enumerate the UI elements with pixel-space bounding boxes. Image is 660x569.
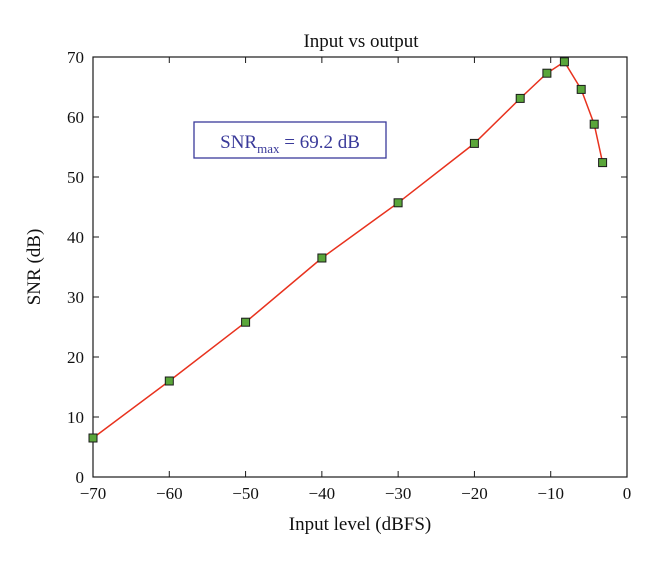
axis-ticks	[92, 56, 628, 478]
x-axis-label: Input level (dBFS)	[289, 514, 432, 535]
data-point	[164, 376, 174, 386]
data-point	[241, 317, 251, 327]
plot-frame	[92, 56, 628, 478]
data-point	[393, 198, 403, 208]
x-tick-label: −20	[461, 484, 488, 503]
x-tick-label: −50	[232, 484, 259, 503]
annotation-subscript: max	[257, 141, 280, 156]
axis-tick-labels: −70 −60 −50 −40 −30 −20 −10 0 0 10 20 30 40 50 60 70	[67, 48, 631, 503]
y-tick-label: 10	[67, 408, 84, 427]
series-line	[92, 60, 604, 439]
y-tick-label: 0	[76, 468, 85, 487]
x-tick-label: 0	[623, 484, 632, 503]
y-tick-label: 20	[67, 348, 84, 367]
data-point	[589, 119, 599, 129]
data-point	[469, 138, 479, 148]
data-point	[515, 93, 525, 103]
x-tick-label: −30	[385, 484, 412, 503]
data-point	[88, 433, 98, 443]
x-tick-label: −60	[156, 484, 183, 503]
data-point	[598, 158, 608, 168]
y-tick-label: 70	[67, 48, 84, 67]
x-tick-label: −10	[537, 484, 564, 503]
data-points	[88, 57, 608, 443]
y-tick-label: 50	[67, 168, 84, 187]
x-tick-label: −70	[80, 484, 107, 503]
data-point	[576, 84, 586, 94]
snr-max-annotation: SNRmax = 69.2 dB	[193, 121, 387, 159]
annotation-main: SNR	[220, 132, 257, 153]
annotation-text: SNRmax = 69.2 dB	[220, 132, 360, 156]
annotation-value: = 69.2 dB	[279, 132, 359, 153]
y-tick-label: 30	[67, 288, 84, 307]
x-tick-label: −40	[309, 484, 336, 503]
y-tick-label: 60	[67, 108, 84, 127]
y-tick-label: 40	[67, 228, 84, 247]
data-point	[559, 57, 569, 67]
data-point	[542, 68, 552, 78]
y-axis-label: SNR (dB)	[24, 229, 45, 306]
data-point	[317, 253, 327, 263]
chart-title: Input vs output	[303, 31, 419, 52]
annotation-box	[193, 121, 387, 159]
